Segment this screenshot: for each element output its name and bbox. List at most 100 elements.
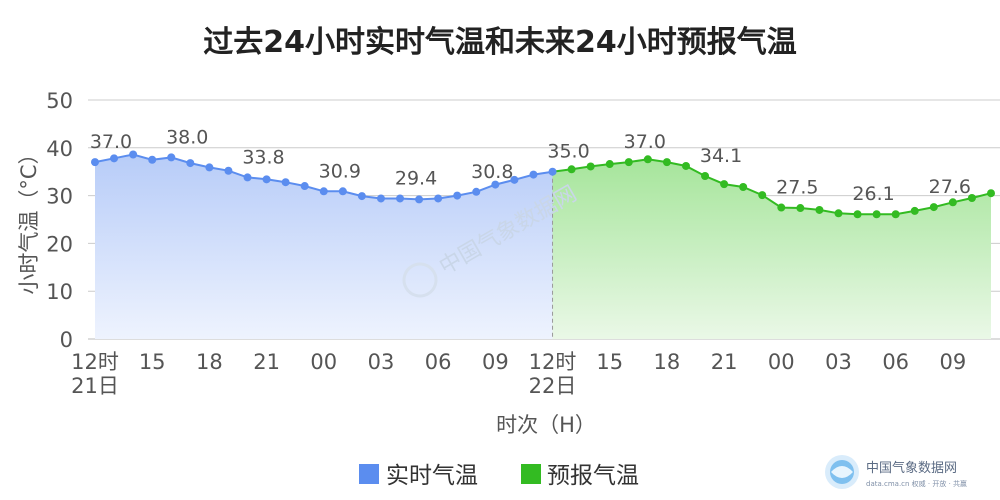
- x-tick-label: 06: [425, 350, 452, 374]
- data-label: 27.5: [776, 177, 818, 199]
- data-label: 35.0: [547, 141, 589, 163]
- x-tick-label: 18: [196, 350, 223, 374]
- x-tick-label: 06: [882, 350, 909, 374]
- legend-swatch-observed: [359, 464, 379, 484]
- data-label: 38.0: [166, 126, 208, 148]
- point-forecast[interactable]: [987, 189, 995, 198]
- x-axis-label: 时次（H）: [496, 413, 596, 437]
- point-forecast[interactable]: [910, 206, 919, 215]
- point-forecast[interactable]: [643, 155, 652, 164]
- point-observed[interactable]: [510, 175, 519, 184]
- point-observed[interactable]: [396, 194, 405, 203]
- point-forecast[interactable]: [758, 191, 767, 200]
- data-labels: 37.0 38.0 33.8 30.9 29.4 30.8 35.0 37.0 34.1 27.5…: [90, 126, 971, 205]
- legend-label-forecast: 预报气温: [547, 463, 639, 489]
- point-observed[interactable]: [91, 158, 99, 167]
- x-tick-label: 12时: [529, 350, 577, 374]
- legend[interactable]: 实时气温 预报气温: [359, 463, 639, 489]
- y-tick-label: 50: [46, 89, 73, 113]
- data-source-logo: 中国气象数据网 data.cma.cn 权威 · 开放 · 共赢: [825, 455, 967, 489]
- point-forecast[interactable]: [796, 204, 805, 213]
- point-observed[interactable]: [300, 182, 309, 191]
- y-tick-label: 0: [60, 328, 73, 352]
- point-observed[interactable]: [529, 170, 538, 179]
- legend-item-observed[interactable]: 实时气温: [359, 463, 478, 489]
- point-observed[interactable]: [434, 194, 443, 203]
- x-tick-date-label: 21日: [71, 374, 119, 398]
- point-observed[interactable]: [357, 192, 366, 201]
- data-label: 29.4: [395, 167, 437, 189]
- point-forecast[interactable]: [967, 193, 976, 202]
- data-label: 30.9: [319, 160, 361, 182]
- point-forecast[interactable]: [853, 210, 862, 219]
- x-tick-label: 21: [711, 350, 738, 374]
- y-tick-label: 40: [46, 137, 73, 161]
- point-forecast[interactable]: [624, 158, 633, 167]
- point-observed[interactable]: [491, 180, 500, 189]
- legend-swatch-forecast: [521, 464, 541, 484]
- point-forecast[interactable]: [701, 172, 710, 181]
- point-observed[interactable]: [415, 195, 424, 204]
- series-areas: [95, 154, 991, 339]
- point-observed[interactable]: [281, 178, 290, 187]
- point-observed[interactable]: [376, 194, 385, 203]
- point-forecast[interactable]: [891, 210, 900, 219]
- point-observed[interactable]: [453, 191, 462, 200]
- point-observed[interactable]: [148, 155, 157, 164]
- point-forecast[interactable]: [662, 158, 671, 167]
- data-label: 30.8: [471, 161, 513, 183]
- data-label: 26.1: [852, 183, 894, 205]
- x-tick-label: 09: [482, 350, 509, 374]
- point-forecast[interactable]: [815, 205, 824, 214]
- legend-label-observed: 实时气温: [386, 463, 478, 489]
- x-tick-label: 15: [596, 350, 623, 374]
- point-observed[interactable]: [319, 187, 328, 196]
- point-observed[interactable]: [338, 187, 347, 196]
- y-tick-label: 10: [46, 280, 73, 304]
- point-observed[interactable]: [129, 150, 138, 159]
- point-forecast[interactable]: [872, 210, 881, 219]
- x-tick-label: 15: [139, 350, 166, 374]
- point-observed[interactable]: [224, 166, 233, 175]
- cma-globe-icon: [825, 455, 859, 489]
- y-axis-ticks: 0 10 20 30 40 50: [46, 89, 73, 352]
- point-observed[interactable]: [110, 154, 119, 163]
- area-forecast: [552, 159, 991, 339]
- data-label: 37.0: [90, 131, 132, 153]
- x-tick-date-label: 22日: [529, 374, 577, 398]
- point-forecast[interactable]: [720, 180, 729, 189]
- point-forecast[interactable]: [605, 160, 614, 169]
- legend-item-forecast[interactable]: 预报气温: [521, 463, 639, 489]
- data-label: 37.0: [624, 131, 666, 153]
- point-observed[interactable]: [186, 159, 195, 168]
- point-forecast[interactable]: [681, 161, 690, 170]
- y-axis-label: 小时气温（°C）: [17, 143, 41, 294]
- point-forecast[interactable]: [948, 198, 957, 207]
- series-points: [91, 150, 995, 219]
- point-observed[interactable]: [205, 163, 214, 172]
- point-forecast[interactable]: [834, 209, 843, 218]
- point-observed[interactable]: [243, 173, 252, 182]
- y-tick-label: 20: [46, 232, 73, 256]
- point-observed[interactable]: [548, 167, 557, 176]
- point-forecast[interactable]: [777, 203, 786, 212]
- point-forecast[interactable]: [739, 182, 748, 191]
- watermark-logo-icon: [402, 262, 438, 298]
- chart-title: 过去24小时实时气温和未来24小时预报气温: [203, 25, 797, 60]
- point-observed[interactable]: [472, 187, 481, 196]
- x-tick-label: 09: [940, 350, 967, 374]
- x-tick-label: 12时: [71, 350, 119, 374]
- x-tick-label: 00: [310, 350, 337, 374]
- x-tick-label: 03: [825, 350, 852, 374]
- x-tick-label: 00: [768, 350, 795, 374]
- point-forecast[interactable]: [586, 162, 595, 171]
- x-tick-label: 18: [654, 350, 681, 374]
- point-forecast[interactable]: [567, 165, 576, 174]
- point-observed[interactable]: [262, 175, 271, 184]
- data-label: 27.6: [929, 176, 971, 198]
- point-observed[interactable]: [167, 153, 176, 162]
- logo-url: data.cma.cn 权威 · 开放 · 共赢: [866, 479, 967, 488]
- point-forecast[interactable]: [929, 203, 938, 212]
